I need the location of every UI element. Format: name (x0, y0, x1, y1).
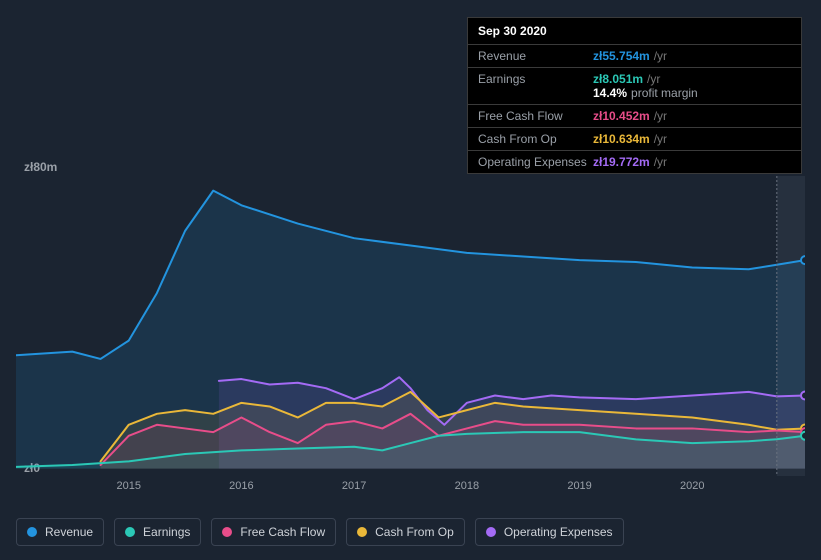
y-axis-label: zł80m (24, 160, 57, 174)
tooltip-row: Revenuezł55.754m/yr (468, 45, 801, 68)
tooltip-panel: Sep 30 2020 Revenuezł55.754m/yrEarningsz… (467, 17, 802, 174)
tooltip-row: Earningszł8.051m/yr 14.4% profit margin (468, 68, 801, 105)
x-axis-label: 2016 (229, 480, 253, 492)
tooltip-row: Operating Expenseszł19.772m/yr (468, 151, 801, 173)
legend-label: Operating Expenses (504, 525, 613, 539)
x-axis-label: 2020 (680, 480, 704, 492)
series-end-marker (801, 432, 805, 440)
legend-swatch-icon (125, 527, 135, 537)
tooltip-unit: /yr (654, 49, 667, 63)
tooltip-metric-value: zł8.051m (593, 72, 643, 86)
legend-swatch-icon (27, 527, 37, 537)
legend-swatch-icon (357, 527, 367, 537)
tooltip-metric-value: zł55.754m (593, 49, 650, 63)
tooltip-metric-label: Cash From Op (478, 132, 593, 146)
tooltip-row: Cash From Opzł10.634m/yr (468, 128, 801, 151)
tooltip-metric-label: Operating Expenses (478, 155, 593, 169)
legend-swatch-icon (222, 527, 232, 537)
tooltip-metric-value: zł19.772m (593, 155, 650, 169)
tooltip-metric-label: Earnings (478, 72, 593, 100)
tooltip-unit: /yr (654, 132, 667, 146)
x-axis-label: 2019 (567, 480, 591, 492)
legend-label: Free Cash Flow (240, 525, 325, 539)
legend: Revenue Earnings Free Cash Flow Cash From O… (16, 518, 805, 546)
legend-label: Cash From Op (375, 525, 454, 539)
legend-item[interactable]: Revenue (16, 518, 104, 546)
chart-area (16, 176, 805, 476)
tooltip-unit: /yr (647, 72, 660, 86)
legend-swatch-icon (486, 527, 496, 537)
legend-item[interactable]: Operating Expenses (475, 518, 624, 546)
tooltip-unit: /yr (654, 109, 667, 123)
tooltip-row: Free Cash Flowzł10.452m/yr (468, 105, 801, 128)
legend-item[interactable]: Cash From Op (346, 518, 465, 546)
series-end-marker (801, 392, 805, 400)
tooltip-unit: /yr (654, 155, 667, 169)
x-axis-label: 2015 (116, 480, 140, 492)
legend-item[interactable]: Free Cash Flow (211, 518, 336, 546)
legend-label: Revenue (45, 525, 93, 539)
x-axis-labels: 2015 2016 2017 2018 2019 2020 (16, 480, 805, 496)
legend-item[interactable]: Earnings (114, 518, 201, 546)
x-axis-label: 2017 (342, 480, 366, 492)
tooltip-sublabel: profit margin (631, 86, 698, 100)
tooltip-subvalue: 14.4% (593, 86, 627, 100)
x-axis-label: 2018 (455, 480, 479, 492)
tooltip-metric-value: zł10.634m (593, 132, 650, 146)
legend-label: Earnings (143, 525, 190, 539)
series-end-marker (801, 256, 805, 264)
tooltip-metric-label: Free Cash Flow (478, 109, 593, 123)
tooltip-metric-label: Revenue (478, 49, 593, 63)
tooltip-metric-value: zł10.452m (593, 109, 650, 123)
tooltip-date: Sep 30 2020 (468, 18, 801, 45)
